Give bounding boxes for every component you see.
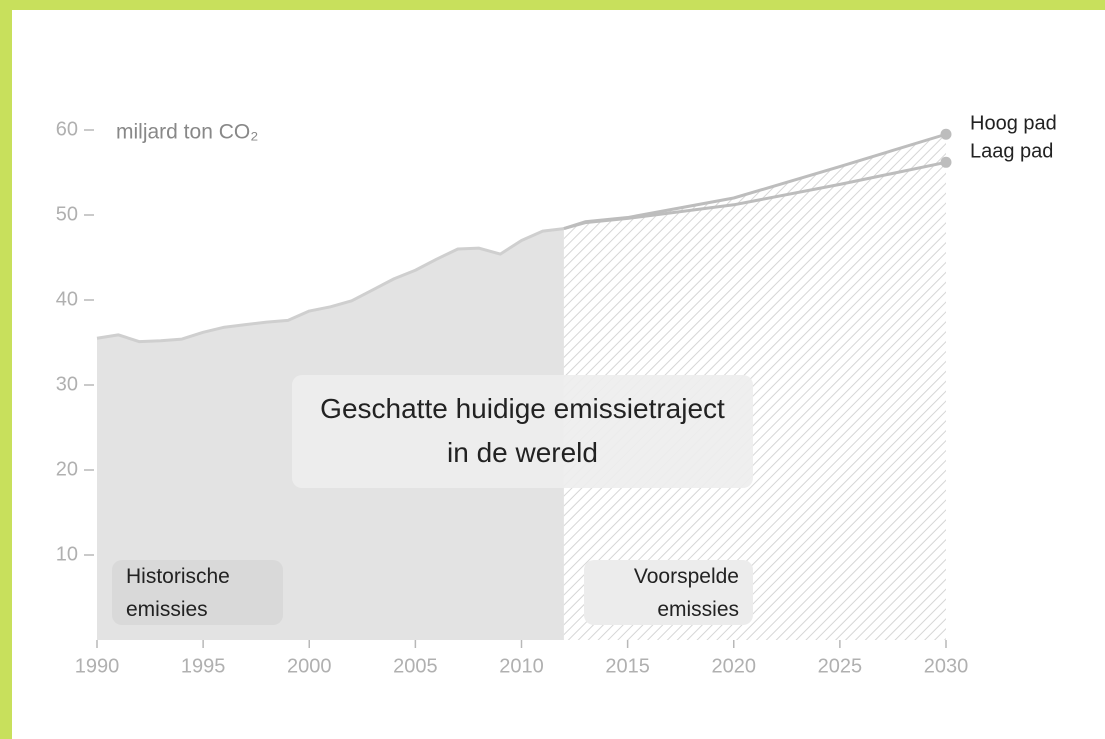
x-tick-label: 2030 <box>924 655 969 677</box>
x-tick-label: 1990 <box>75 655 120 677</box>
x-tick-label: 2020 <box>712 655 757 677</box>
y-tick-label: 40 <box>56 288 78 310</box>
historic-label: Historische emissies <box>112 560 283 625</box>
y-tick-label: 50 <box>56 203 78 225</box>
end-point <box>940 128 952 140</box>
y-tick-label: 10 <box>56 543 78 565</box>
line <box>96 227 565 344</box>
series-label: Hoog pad <box>970 113 1057 135</box>
forecast-label: Voorspelde emissies <box>584 560 753 625</box>
y-tick-label: 60 <box>56 118 78 140</box>
x-tick-label: 2015 <box>605 655 650 677</box>
y-tick-label: 20 <box>56 458 78 480</box>
series-label: Laag pad <box>970 141 1053 163</box>
x-tick-label: 2000 <box>287 655 332 677</box>
x-tick-label: 2010 <box>499 655 544 677</box>
annotation: Geschatte huidige emissietraject in de w… <box>292 375 753 488</box>
y-tick-label: 30 <box>56 373 78 395</box>
area <box>563 134 946 640</box>
x-tick-label: 2005 <box>393 655 438 677</box>
line <box>563 160 947 231</box>
y-axis-label: miljard ton CO₂ <box>116 121 258 144</box>
x-tick-label: 2025 <box>818 655 863 677</box>
x-tick-label: 1995 <box>181 655 226 677</box>
end-point <box>940 156 952 168</box>
